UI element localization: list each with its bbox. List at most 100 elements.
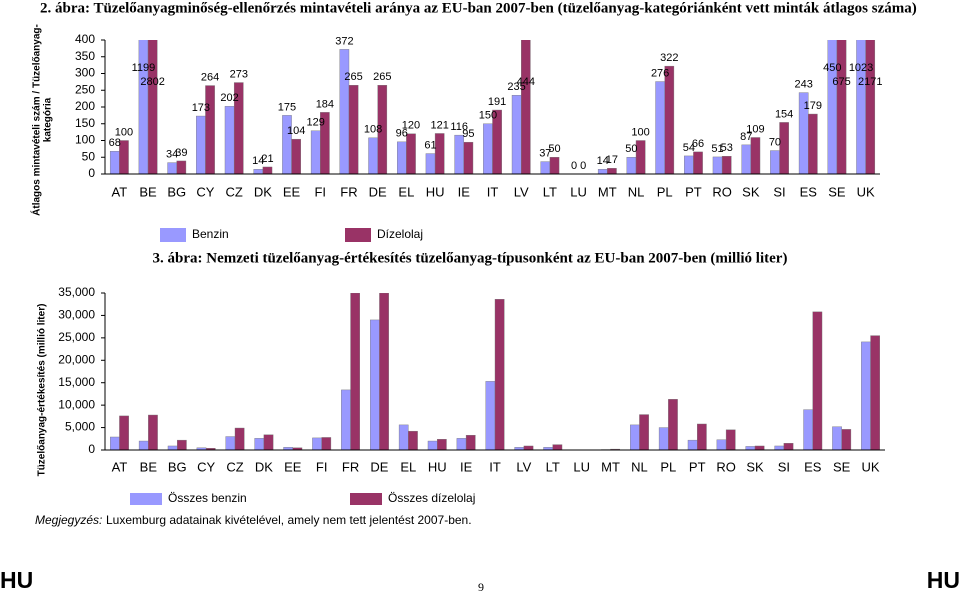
data-label: 276 <box>651 67 669 79</box>
bar <box>803 409 813 450</box>
y-tick-label: 35,000 <box>58 285 95 299</box>
x-tick-label: CZ <box>225 184 242 199</box>
data-label: 264 <box>201 71 219 83</box>
x-tick-label: RO <box>716 459 736 474</box>
y-tick-label: 350 <box>75 49 95 63</box>
note-label: Megjegyzés: <box>35 513 102 527</box>
bar <box>668 399 678 450</box>
data-label: 120 <box>402 120 420 132</box>
bar <box>463 141 474 174</box>
bar <box>196 115 206 174</box>
data-label: 37 <box>539 148 551 160</box>
x-tick-label: EL <box>400 459 416 474</box>
bar <box>597 169 608 174</box>
data-label: 265 <box>344 71 362 83</box>
bar <box>368 137 378 174</box>
x-tick-label: CY <box>197 459 215 474</box>
bar <box>408 430 418 450</box>
x-tick-label: FI <box>314 184 326 199</box>
page-number: 9 <box>478 580 484 594</box>
x-tick-label: EE <box>284 459 302 474</box>
data-label: 273 <box>230 68 248 80</box>
data-label: 150 <box>479 110 497 122</box>
x-tick-label: SI <box>778 459 790 474</box>
x-tick-label: PT <box>685 184 702 199</box>
data-label: 154 <box>775 108 793 120</box>
x-tick-label: SI <box>773 184 785 199</box>
bar <box>485 381 496 450</box>
bar <box>494 299 505 450</box>
bar <box>262 166 273 174</box>
x-tick-label: IE <box>460 459 473 474</box>
bar <box>721 156 732 174</box>
bar <box>687 439 698 450</box>
legend-label: Összes benzin <box>168 491 247 505</box>
bar <box>745 446 756 450</box>
x-tick-label: PL <box>660 459 676 474</box>
chart-title: 3. ábra: Nemzeti tüzelőanyag-értékesítés… <box>153 250 788 266</box>
bar <box>865 40 876 174</box>
x-tick-label: NL <box>628 184 645 199</box>
x-tick-label: FR <box>342 459 359 474</box>
x-tick-label: LU <box>570 184 587 199</box>
note-text: Luxemburg adatainak kivételével, amely n… <box>106 513 472 527</box>
data-label: 173 <box>192 102 210 114</box>
y-tick-label: 250 <box>75 82 95 96</box>
y-axis-label: Tüzelőanyag-értékesítés (millió liter) <box>37 304 48 477</box>
data-label: 87 <box>740 131 752 143</box>
data-label: 14 <box>597 155 609 167</box>
chart-title: 2. ábra: Tüzelőanyagminőség-ellenőrzés m… <box>40 0 917 16</box>
data-label: 2802 <box>140 76 164 88</box>
footer-right: HU <box>927 567 960 593</box>
x-tick-label: IT <box>487 184 499 199</box>
y-tick-label: 300 <box>75 66 95 80</box>
y-tick-label: 150 <box>75 116 95 130</box>
bar <box>770 150 780 174</box>
data-label: 51 <box>711 143 723 155</box>
data-label: 179 <box>804 100 822 112</box>
legend-swatch <box>130 493 162 505</box>
bar <box>658 427 669 450</box>
data-label: 235 <box>507 81 525 93</box>
bar <box>254 438 265 450</box>
x-tick-label: FR <box>340 184 357 199</box>
bar <box>291 138 301 174</box>
y-tick-label: 5,000 <box>65 420 95 434</box>
y-tick-label: 15,000 <box>58 375 95 389</box>
x-tick-label: LV <box>514 184 529 199</box>
data-label: 21 <box>261 153 273 165</box>
data-label: 61 <box>424 139 436 151</box>
x-tick-label: LT <box>546 459 560 474</box>
x-tick-label: LV <box>516 459 531 474</box>
data-label: 675 <box>832 76 850 88</box>
data-label: 129 <box>307 117 325 129</box>
data-label: 96 <box>396 128 408 140</box>
data-label: 444 <box>517 76 535 88</box>
bar <box>716 439 727 450</box>
bar <box>639 414 649 450</box>
bar <box>511 95 522 174</box>
plot-area <box>109 293 880 450</box>
bar <box>398 424 409 450</box>
legend-swatch <box>345 228 371 242</box>
x-tick-label: AT <box>112 459 128 474</box>
x-tick-label: DE <box>370 459 388 474</box>
data-label: 191 <box>488 96 506 108</box>
bar <box>492 109 502 174</box>
bar <box>167 162 177 174</box>
x-tick-label: PT <box>689 459 706 474</box>
bar <box>725 429 736 450</box>
data-label: 450 <box>823 62 841 74</box>
x-tick-label: AT <box>112 184 128 199</box>
data-label: 68 <box>109 137 121 149</box>
bar <box>841 429 852 450</box>
x-tick-label: HU <box>428 459 447 474</box>
bar <box>263 434 274 450</box>
bar <box>425 153 436 174</box>
x-tick-label: LU <box>573 459 590 474</box>
y-tick-label: 25,000 <box>58 330 95 344</box>
x-tick-label: PL <box>657 184 673 199</box>
bar <box>177 439 187 450</box>
bar <box>437 439 447 450</box>
bar <box>521 40 531 174</box>
